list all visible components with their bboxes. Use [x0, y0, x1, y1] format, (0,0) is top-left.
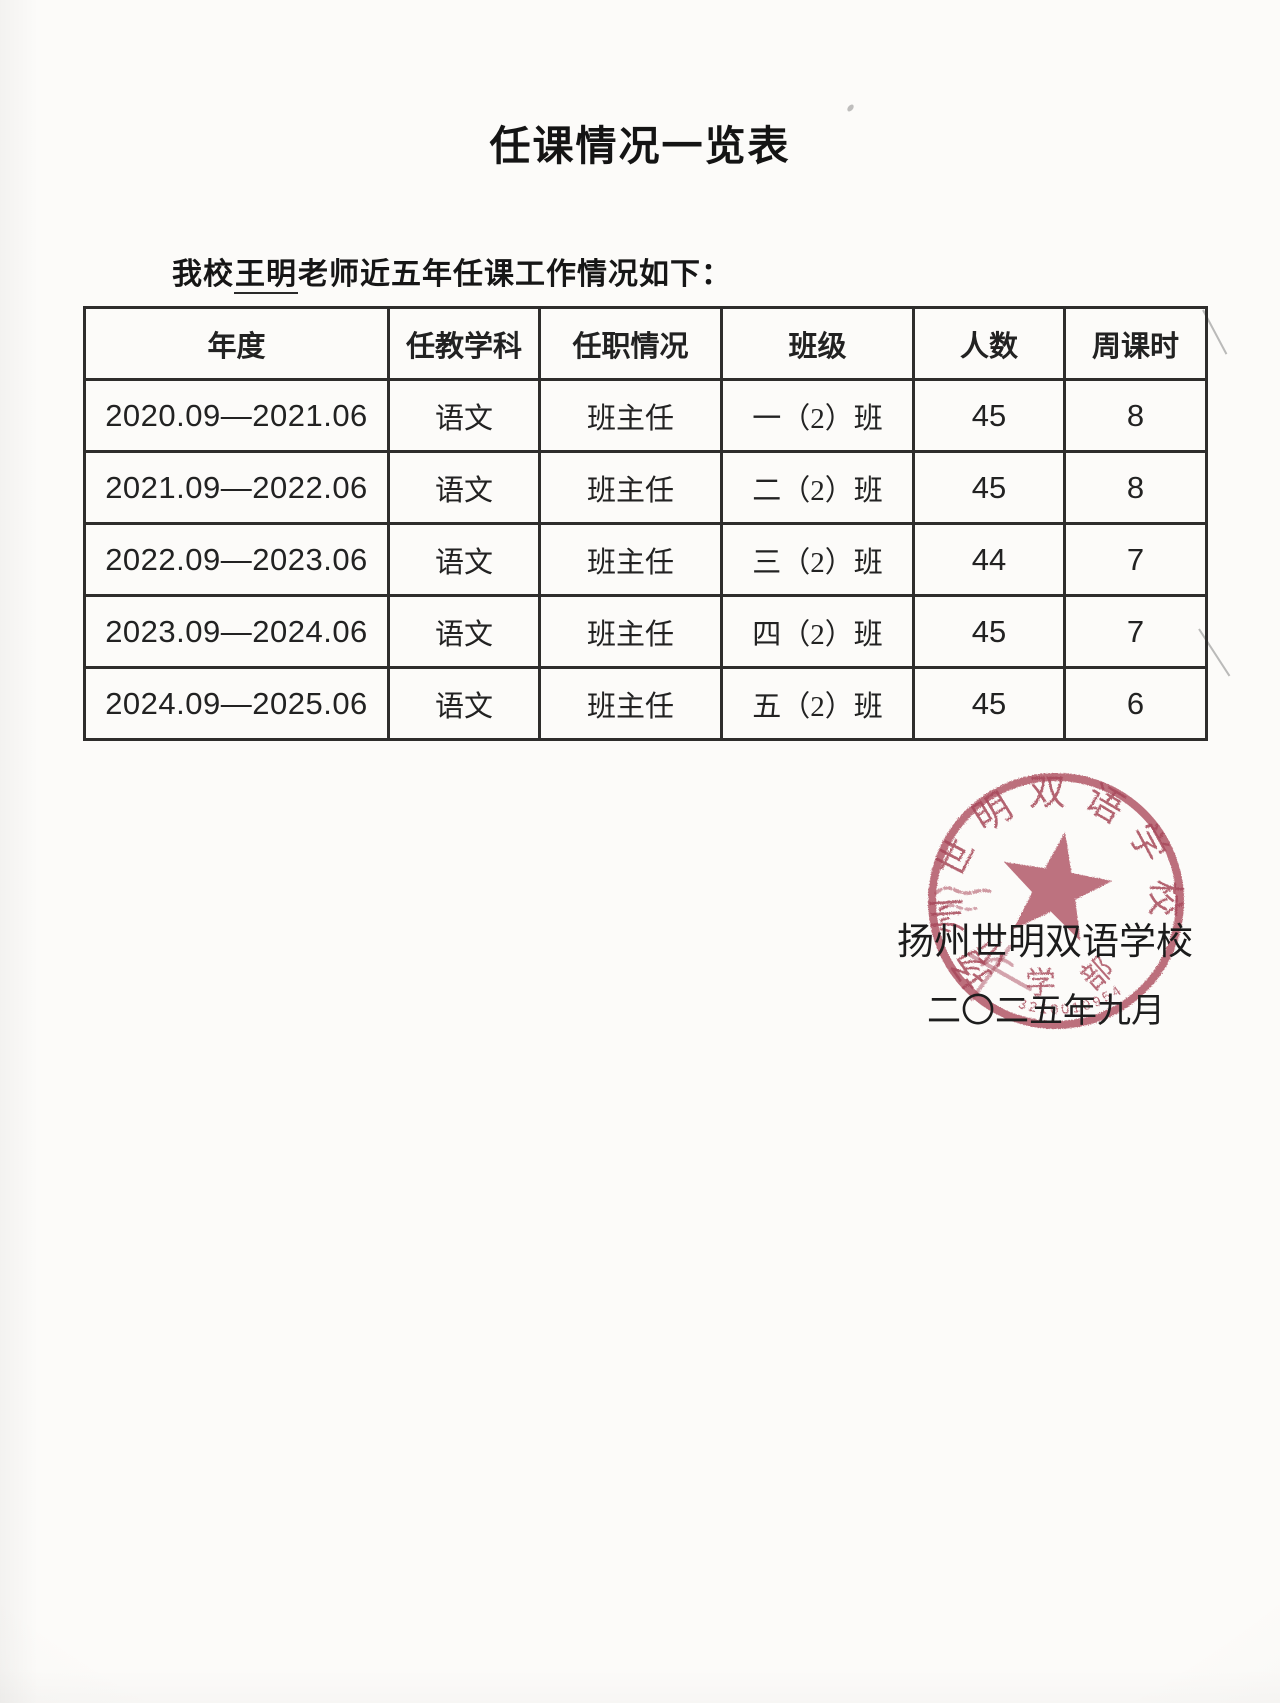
cell-students: 45: [912, 666, 1066, 741]
cell-subject: 语文: [387, 522, 541, 597]
intro-prefix: 我校: [172, 258, 234, 291]
school-seal: 扬州世明双语学校 小学部 3210010954: [927, 773, 1184, 1029]
cell-subject: 语文: [387, 666, 541, 741]
page-title: 任课情况一览表: [489, 123, 791, 169]
cell-year: 2022.09—2023.06: [83, 522, 390, 597]
cell-subject: 语文: [387, 594, 541, 669]
cell-weekly-lessons: 7: [1063, 522, 1208, 597]
intro-line: 我校王明老师近五年任课工作情况如下：: [172, 249, 732, 294]
cell-subject: 语文: [387, 378, 541, 453]
teacher-name: 王明: [234, 258, 298, 294]
cell-students: 45: [912, 378, 1066, 453]
table-row: 2023.09—2024.06 语文 班主任 四（2）班 45 7: [83, 594, 1208, 669]
cell-students: 45: [912, 594, 1066, 669]
seal-inner-marks: [934, 886, 1032, 1001]
cell-position: 班主任: [538, 666, 723, 741]
cell-position: 班主任: [538, 522, 723, 597]
header-students: 人数: [912, 306, 1066, 381]
cell-position: 班主任: [538, 378, 723, 453]
header-position: 任职情况: [538, 306, 723, 381]
cell-class: 四（2）班: [720, 594, 915, 669]
cell-year: 2021.09—2022.06: [83, 450, 390, 525]
header-subject: 任教学科: [387, 306, 541, 381]
table-row: 2021.09—2022.06 语文 班主任 二（2）班 45 8: [83, 450, 1208, 525]
cell-class: 三（2）班: [720, 522, 915, 597]
teaching-table: 年度 任教学科 任职情况 班级 人数 周课时 2020.09—2021.06 语…: [83, 306, 1208, 741]
table-row: 2022.09—2023.06 语文 班主任 三（2）班 44 7: [83, 522, 1208, 597]
intro-suffix: 老师近五年任课工作情况如下：: [298, 258, 732, 291]
seal-star: [1003, 831, 1113, 942]
cell-class: 一（2）班: [720, 378, 915, 453]
cell-weekly-lessons: 8: [1063, 378, 1208, 453]
cell-weekly-lessons: 6: [1063, 666, 1208, 741]
cell-year: 2024.09—2025.06: [83, 666, 390, 741]
cell-weekly-lessons: 7: [1063, 594, 1208, 669]
cell-students: 45: [912, 450, 1066, 525]
cell-subject: 语文: [387, 450, 541, 525]
cell-year: 2020.09—2021.06: [83, 378, 390, 453]
header-year: 年度: [83, 306, 390, 381]
signature-date: 二〇二五年九月: [927, 993, 1165, 1030]
cell-year: 2023.09—2024.06: [83, 594, 390, 669]
table-row: 2020.09—2021.06 语文 班主任 一（2）班 45 8: [83, 378, 1208, 453]
cell-position: 班主任: [538, 450, 723, 525]
header-class: 班级: [720, 306, 915, 381]
table-header-row: 年度 任教学科 任职情况 班级 人数 周课时: [83, 306, 1208, 381]
cell-position: 班主任: [538, 594, 723, 669]
table-row: 2024.09—2025.06 语文 班主任 五（2）班 45 6: [83, 666, 1208, 741]
header-weekly-lessons: 周课时: [1063, 306, 1208, 381]
seal-ring: [928, 773, 1184, 1029]
signature-school-name: 扬州世明双语学校: [897, 922, 1193, 963]
cell-class: 二（2）班: [720, 450, 915, 525]
cell-weekly-lessons: 8: [1063, 450, 1208, 525]
cell-class: 五（2）班: [720, 666, 915, 741]
cell-students: 44: [912, 522, 1066, 597]
